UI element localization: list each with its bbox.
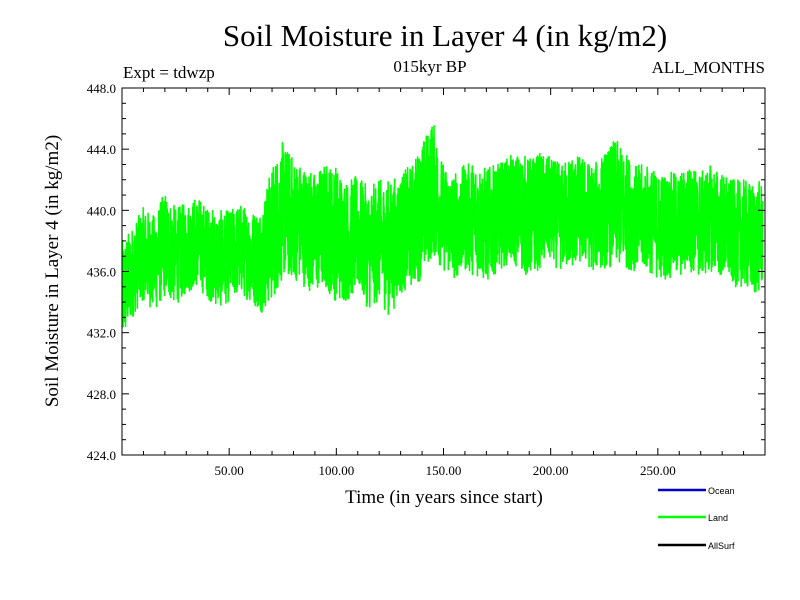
x-tick-label: 150.00: [426, 463, 462, 478]
y-tick-label: 428.0: [87, 387, 116, 402]
chart-title: Soil Moisture in Layer 4 (in kg/m2): [223, 18, 667, 53]
series-line-land: [122, 125, 764, 328]
x-axis-label: Time (in years since start): [345, 487, 543, 508]
x-tick-label: 250.00: [640, 463, 676, 478]
series-layer: [122, 125, 764, 328]
y-tick-label: 424.0: [87, 448, 116, 463]
experiment-label: Expt = tdwzp: [123, 63, 215, 82]
x-tick-label: 200.00: [533, 463, 569, 478]
legend-label-allsurf: AllSurf: [708, 541, 735, 551]
legend-label-ocean: Ocean: [708, 486, 735, 496]
y-tick-label: 432.0: [87, 326, 116, 341]
legend: Ocean Land AllSurf: [658, 486, 735, 551]
months-label: ALL_MONTHS: [652, 58, 765, 77]
x-axis: 50.00 100.00 150.00 200.00 250.00: [142, 88, 745, 478]
legend-label-land: Land: [708, 513, 728, 523]
y-axis: 424.0 428.0 432.0 436.0 440.0 444.0 448.0: [87, 81, 765, 463]
y-tick-label: 444.0: [87, 142, 116, 157]
x-tick-label: 100.00: [318, 463, 354, 478]
y-tick-label: 448.0: [87, 81, 116, 96]
period-label: 015kyr BP: [393, 57, 466, 76]
y-axis-label: Soil Moisture in Layer 4 (in kg/m2): [42, 135, 63, 407]
y-tick-label: 440.0: [87, 203, 116, 218]
y-tick-label: 436.0: [87, 265, 116, 280]
x-tick-label: 50.00: [215, 463, 244, 478]
